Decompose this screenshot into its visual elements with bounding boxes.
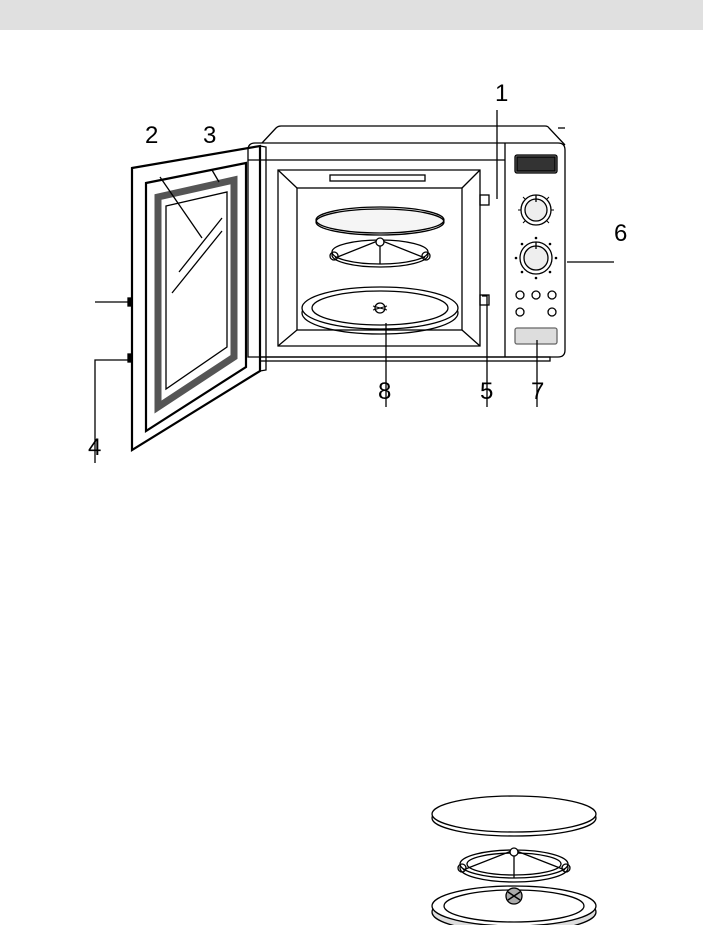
callout-label-5: 5 bbox=[480, 378, 493, 406]
microwave-diagram bbox=[0, 30, 703, 930]
callout-label-2: 2 bbox=[145, 122, 158, 150]
callout-label-8: 8 bbox=[378, 378, 391, 406]
callout-label-1: 1 bbox=[495, 80, 508, 108]
microwave-svg bbox=[0, 30, 703, 925]
callout-label-4: 4 bbox=[88, 434, 101, 462]
callout-label-7: 7 bbox=[531, 378, 544, 406]
callout-label-3: 3 bbox=[203, 122, 216, 150]
callout-label-6: 6 bbox=[614, 220, 627, 248]
top-bar bbox=[0, 0, 703, 30]
